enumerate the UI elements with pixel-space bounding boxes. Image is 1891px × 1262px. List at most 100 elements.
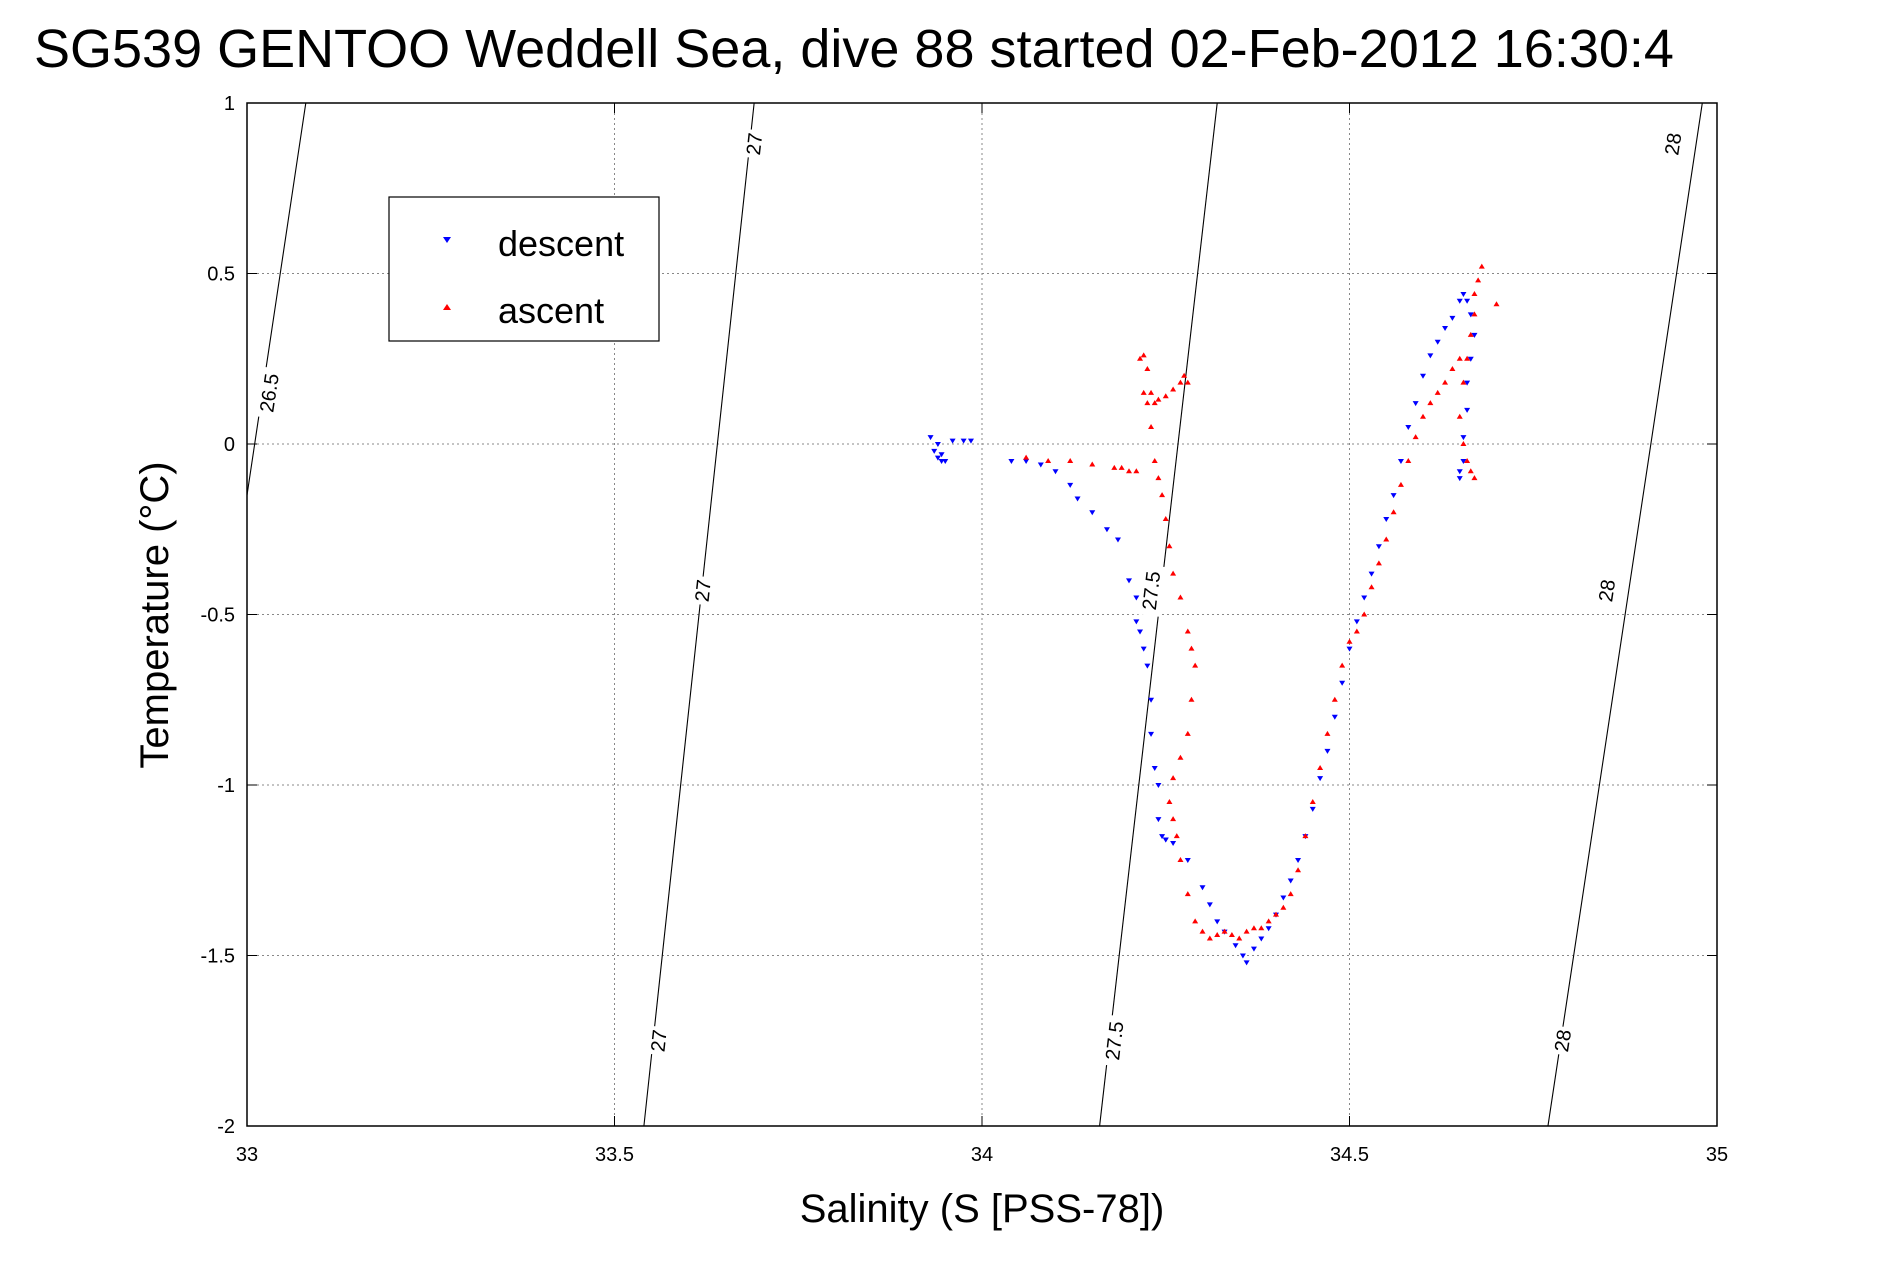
ascent-point <box>1140 389 1147 395</box>
ascent-point <box>1144 400 1151 406</box>
descent-point <box>1460 459 1467 465</box>
ascent-point <box>1089 461 1096 467</box>
descent-point <box>1464 380 1471 386</box>
isopycnal-label-group: 27.5 <box>1099 1014 1130 1067</box>
isopycnal-label: 27 <box>647 1029 671 1053</box>
ascent-point <box>1173 833 1180 839</box>
ascent-point <box>1177 754 1184 760</box>
ascent-point <box>1383 536 1390 542</box>
isopycnal-line-26-5 <box>246 102 307 496</box>
descent-point <box>1295 858 1302 864</box>
descent-point <box>1206 902 1213 908</box>
ascent-point <box>1140 352 1147 358</box>
legend-label-ascent: ascent <box>498 290 604 331</box>
isopycnal-label-bg <box>253 366 285 420</box>
ascent-point <box>1192 918 1199 924</box>
descent-point <box>1287 878 1294 884</box>
descent-point <box>960 438 967 444</box>
ascent-point <box>1170 775 1177 781</box>
ascent-point <box>1184 891 1191 897</box>
ascent-point <box>1148 389 1155 395</box>
isopycnal-label-group: 28 <box>1592 574 1621 607</box>
ascent-point <box>1331 696 1338 702</box>
descent-point <box>1133 619 1140 625</box>
descent-point <box>1280 895 1287 901</box>
ascent-point <box>1118 464 1125 470</box>
descent-point <box>1390 493 1397 499</box>
descent-point <box>1456 469 1463 475</box>
descent-point <box>1339 680 1346 686</box>
ascent-point <box>1221 928 1228 934</box>
ascent-point <box>1346 638 1353 644</box>
descent-point <box>1258 936 1265 942</box>
ascent-point <box>1280 904 1287 910</box>
isopycnal-label: 27.5 <box>1102 1020 1128 1061</box>
axis-ticks: 33 33.5 34 34.5 35 1 0.5 0 -0.5 -1 -1.5 -2 <box>201 93 1729 1166</box>
x-tick-label: 35 <box>1706 1144 1728 1166</box>
isopycnal-label: 27 <box>692 578 716 602</box>
descent-point <box>1170 840 1177 846</box>
descent-point <box>942 459 949 465</box>
descent-point <box>1460 291 1467 297</box>
descent-point <box>1067 482 1074 488</box>
descent-point <box>1243 960 1250 966</box>
isopycnal-label: 27 <box>743 132 767 156</box>
ascent-point <box>1159 492 1166 498</box>
ascent-point <box>1475 277 1482 283</box>
ascent-point <box>1214 932 1221 938</box>
ascent-point <box>1471 311 1478 317</box>
ascent-point <box>1199 928 1206 934</box>
ascent-point <box>1265 918 1272 924</box>
descent-point <box>1464 407 1471 413</box>
descent-point <box>1467 356 1474 362</box>
y-tick-label: 1 <box>224 93 235 115</box>
descent-point <box>1317 776 1324 782</box>
ascent-point <box>1155 396 1162 402</box>
descent-point <box>1375 544 1382 550</box>
isopycnal-label-group: 28 <box>1658 128 1687 160</box>
descent-point <box>1232 943 1239 949</box>
ascent-point <box>1166 799 1173 805</box>
ascent-point <box>1177 379 1184 385</box>
ascent-point <box>1133 468 1140 474</box>
x-axis-label: Salinity (S [PSS-78]) <box>800 1187 1165 1231</box>
descent-point <box>1239 953 1246 959</box>
isopycnal-label-bg <box>1548 1025 1577 1057</box>
ascent-point <box>1478 263 1485 269</box>
ascent-point <box>1434 389 1441 395</box>
isopycnal-label: 28 <box>1551 1028 1576 1053</box>
descent-point <box>1397 459 1404 465</box>
ascent-point <box>1353 628 1360 634</box>
ascent-point <box>1184 628 1191 634</box>
y-tick-label: -1 <box>217 775 235 797</box>
isopycnal-label: 28 <box>1661 131 1686 156</box>
ascent-point <box>1250 925 1257 931</box>
isopycnal-label-bg <box>740 128 768 160</box>
ascent-point <box>1302 833 1309 839</box>
isopycnal-label-group: 28 <box>1548 1025 1577 1057</box>
x-tick-label: 34.5 <box>1330 1144 1369 1166</box>
descent-point <box>967 438 974 444</box>
y-tick-label: -2 <box>217 1116 235 1138</box>
y-axis-label: Temperature (°C) <box>133 461 177 768</box>
descent-point <box>1361 595 1368 601</box>
x-tick-label: 34 <box>971 1144 993 1166</box>
ascent-point <box>1162 516 1169 522</box>
descent-point <box>949 438 956 444</box>
ascent-point <box>1295 867 1302 873</box>
descent-point <box>1155 817 1162 823</box>
descent-point <box>1089 510 1096 516</box>
ascent-point <box>1412 434 1419 440</box>
ascent-point <box>1467 331 1474 337</box>
ascent-point <box>1188 645 1195 651</box>
descent-point <box>927 435 934 441</box>
ascent-point <box>1339 662 1346 668</box>
ascent-point <box>1287 891 1294 897</box>
ascent-point <box>1192 662 1199 668</box>
descent-point <box>1368 571 1375 577</box>
ascent-point <box>1420 413 1426 419</box>
descent-point <box>1460 435 1467 441</box>
descent-point <box>1114 537 1121 543</box>
ascent-point <box>1309 799 1316 805</box>
